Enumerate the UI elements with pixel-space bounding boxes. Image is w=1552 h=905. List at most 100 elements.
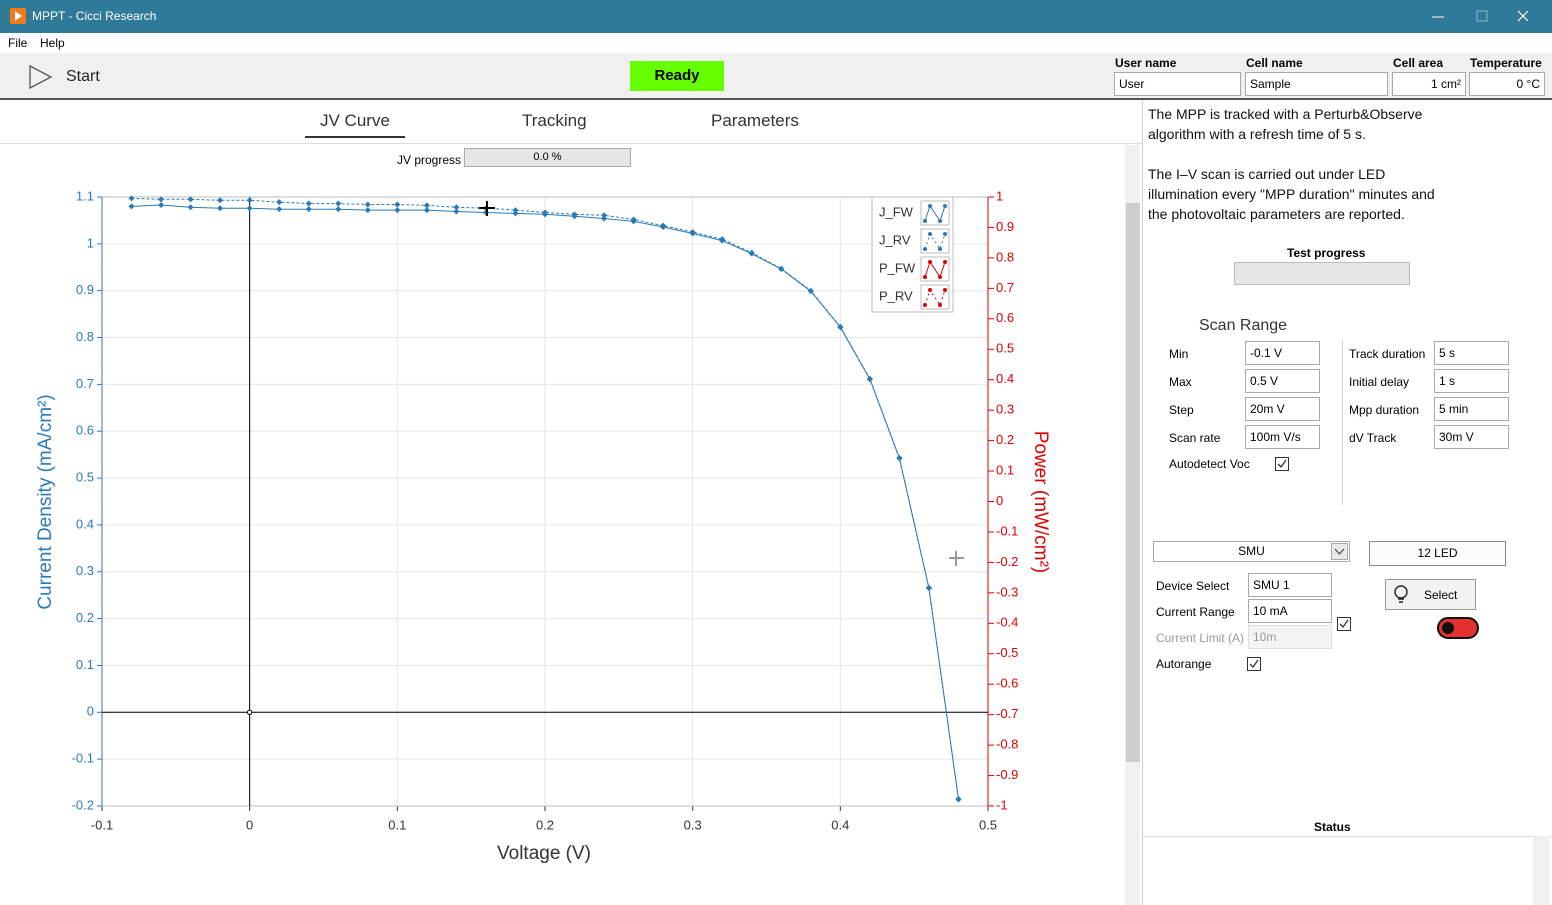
legend-swatch [924, 204, 946, 223]
x-tick-label: 0.2 [536, 817, 554, 832]
text-input[interactable]: 100m V/s [1245, 425, 1320, 449]
checkbox[interactable] [1275, 457, 1289, 471]
data-point [571, 211, 578, 218]
data-point [364, 201, 371, 208]
data-point [837, 323, 844, 330]
select-button[interactable] [1385, 579, 1476, 610]
data-point [925, 584, 932, 591]
legend-dot [923, 247, 927, 251]
text-input[interactable]: 10 mA [1248, 599, 1332, 623]
text-input[interactable]: 20m V [1245, 397, 1320, 421]
data-point [394, 201, 401, 208]
menu-item[interactable]: File [8, 36, 28, 50]
y2-tick-label: -0.1 [996, 523, 1018, 538]
legend-dot [938, 247, 942, 251]
legend-dot [928, 204, 932, 208]
y-tick-label: 0.5 [76, 470, 94, 485]
legend-swatch [924, 288, 946, 307]
text-input[interactable]: 0 °C [1469, 72, 1545, 96]
legend-dot [943, 288, 947, 292]
y2-tick-label: 0 [996, 493, 1003, 508]
y-tick-label: 0.2 [76, 610, 94, 625]
scroll-thumb[interactable] [1126, 203, 1140, 762]
data-point [394, 207, 401, 214]
data-point [246, 197, 253, 204]
text-input[interactable]: 5 min [1434, 397, 1509, 421]
data-point [630, 216, 637, 223]
field-label: Current Range [1156, 605, 1235, 619]
data-point [158, 196, 165, 203]
text-input[interactable]: 0.5 V [1245, 369, 1320, 393]
dropdown-arrow[interactable] [1331, 543, 1348, 560]
chart: Voltage (V) Current Density (mA/cm²) Pow… [35, 188, 1051, 864]
tab[interactable]: Parameters [711, 111, 799, 130]
text-input: 10m [1248, 625, 1332, 649]
legend-dot [928, 260, 932, 264]
start-button[interactable]: Start [66, 68, 100, 85]
bulb-icon [1394, 585, 1408, 603]
menu-item[interactable]: Help [40, 36, 65, 50]
text-input[interactable]: SMU 1 [1248, 573, 1332, 597]
separator [1342, 340, 1343, 505]
field-label: Max [1169, 375, 1192, 389]
data-point [128, 195, 135, 202]
data-point [423, 202, 430, 209]
data-point [866, 375, 873, 382]
window-controls[interactable] [1420, 0, 1552, 33]
y2-tick-label: 0.7 [996, 280, 1014, 295]
y-tick-label: 0.4 [76, 516, 94, 531]
y2-tick-label: 0.9 [996, 219, 1014, 234]
text-input[interactable]: 1 cm² [1392, 72, 1466, 96]
separator [0, 143, 1142, 144]
text-input[interactable]: 1 s [1434, 369, 1509, 393]
y2-tick-label: 1 [996, 188, 1003, 203]
field-label: Cell name [1246, 56, 1303, 70]
y-tick-label: 0.1 [76, 657, 94, 672]
legend-dot [943, 204, 947, 208]
data-point [807, 287, 814, 294]
text-input[interactable]: 30m V [1434, 425, 1509, 449]
text-input[interactable]: -0.1 V [1245, 341, 1320, 365]
y-tick-label: 0.3 [76, 563, 94, 578]
field-label: Mpp duration [1349, 403, 1420, 417]
start-icon[interactable] [28, 64, 54, 90]
legend-dot [923, 275, 927, 279]
scrollbar[interactable] [1533, 836, 1550, 905]
data-point [276, 199, 283, 206]
tab[interactable]: JV Curve [320, 111, 390, 130]
legend-swatch [924, 232, 946, 251]
legend-dot [923, 303, 927, 307]
data-point [778, 265, 785, 272]
x-axis-title: Voltage (V) [497, 843, 591, 864]
series-line [131, 197, 959, 800]
y2-tick-label: 0.2 [996, 432, 1014, 447]
text-input[interactable]: Sample [1245, 72, 1388, 96]
y2-tick-label: 0.4 [996, 371, 1014, 386]
checkbox[interactable] [1247, 657, 1261, 671]
field-label: Scan rate [1169, 431, 1221, 445]
field-label: Min [1169, 347, 1189, 361]
y-tick-label: 0.6 [76, 423, 94, 438]
field-label: Step [1169, 403, 1194, 417]
data-point [335, 206, 342, 213]
tab[interactable]: Tracking [522, 111, 587, 130]
text-input[interactable]: 5 s [1434, 341, 1509, 365]
field-label: Device Select [1156, 579, 1230, 593]
description: The I–V scan is carried out under LED il… [1148, 166, 1435, 222]
y-tick-label: -0.2 [72, 797, 94, 812]
dropdown[interactable]: SMU [1153, 541, 1350, 562]
y-tick-label: 0 [87, 704, 94, 719]
toggle-switch[interactable] [1437, 617, 1479, 639]
cursor [479, 201, 495, 216]
text-input[interactable]: User [1114, 72, 1241, 96]
data-point [512, 210, 519, 217]
field-label: Cell area [1393, 56, 1444, 70]
data-point [305, 206, 312, 213]
legend-dot [938, 219, 942, 223]
data-point [276, 206, 283, 213]
select-label[interactable]: Select [1424, 588, 1458, 602]
checkbox[interactable] [1337, 617, 1351, 631]
led-button[interactable]: 12 LED [1369, 541, 1506, 566]
field-label: dV Track [1349, 431, 1397, 445]
